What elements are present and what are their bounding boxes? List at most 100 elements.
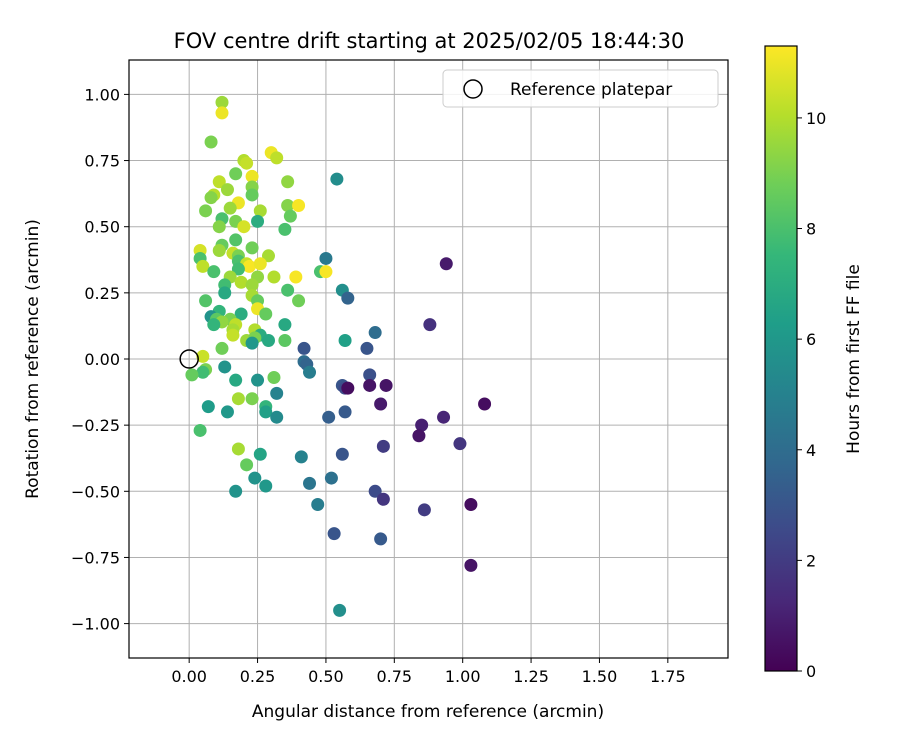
data-point: [289, 270, 303, 284]
data-point: [319, 265, 333, 279]
data-point: [201, 400, 215, 414]
data-point: [218, 286, 232, 300]
data-point: [234, 275, 248, 289]
y-axis-label: Rotation from reference (arcmin): [23, 219, 43, 499]
data-point: [368, 484, 382, 498]
x-tick-label: 0.50: [308, 667, 344, 686]
colorbar-gradient: [765, 46, 797, 671]
y-tick-label: 0.75: [84, 152, 120, 171]
data-point: [215, 341, 229, 355]
data-point: [379, 378, 393, 392]
data-point: [376, 439, 390, 453]
data-point: [278, 222, 292, 236]
data-point: [240, 156, 254, 170]
data-point: [231, 262, 245, 276]
data-point: [281, 283, 295, 297]
data-point: [319, 251, 333, 265]
data-point: [245, 169, 259, 183]
data-point: [193, 423, 207, 437]
data-point: [204, 191, 218, 205]
data-point: [453, 437, 467, 451]
y-tick-label: −0.25: [71, 416, 120, 435]
data-point: [368, 326, 382, 340]
colorbar-tick-label: 4: [806, 441, 816, 460]
reference-platepar-marker: [179, 349, 199, 369]
legend-entry-reference-platepar: Reference platepar: [510, 80, 672, 100]
y-tick-label: −0.75: [71, 548, 120, 567]
data-point: [251, 214, 265, 228]
data-points: [185, 95, 492, 617]
data-point: [215, 95, 229, 109]
data-point: [341, 381, 355, 395]
data-point: [218, 360, 232, 374]
y-tick-label: −0.50: [71, 482, 120, 501]
colorbar: 0 2 4 6 8 10 Hours from first FF file: [764, 45, 864, 681]
colorbar-tick-label: 10: [806, 109, 826, 128]
data-point: [292, 199, 306, 213]
data-point: [212, 220, 226, 234]
data-point: [281, 175, 295, 189]
data-point: [245, 278, 259, 292]
data-point: [215, 106, 229, 120]
data-point: [229, 233, 243, 247]
data-point: [223, 201, 237, 215]
data-point: [245, 241, 259, 255]
data-point: [220, 183, 234, 197]
data-point: [322, 410, 336, 424]
data-point: [360, 341, 374, 355]
data-point: [363, 368, 377, 382]
legend-marker-icon: [463, 79, 483, 99]
data-point: [327, 527, 341, 541]
data-point: [261, 333, 275, 347]
data-point: [199, 204, 213, 218]
data-point: [376, 492, 390, 506]
colorbar-frame: [764, 45, 798, 672]
data-point: [464, 558, 478, 572]
colorbar-tick-label: 0: [806, 662, 816, 681]
data-point: [259, 307, 273, 321]
data-point: [303, 365, 317, 379]
data-point: [253, 447, 267, 461]
colorbar-tick-label: 6: [806, 330, 816, 349]
x-tick-label: 1.25: [513, 667, 549, 686]
x-axis-label: Angular distance from reference (arcmin): [252, 702, 604, 722]
data-point: [303, 476, 317, 490]
y-tick-label: 0.25: [84, 284, 120, 303]
data-point: [464, 498, 478, 512]
x-tick-label: 1.75: [650, 667, 686, 686]
y-tick-label: 0.00: [84, 350, 120, 369]
data-point: [199, 294, 213, 308]
data-point: [341, 291, 355, 305]
data-point: [439, 257, 453, 271]
data-point: [363, 378, 377, 392]
data-point: [253, 204, 267, 218]
plot-area: [128, 59, 729, 659]
data-point: [196, 259, 210, 273]
x-axis-ticks: 0.00 0.25 0.50 0.75 1.00 1.25 1.50 1.75: [171, 658, 686, 686]
data-point: [253, 257, 267, 271]
data-point: [196, 349, 210, 363]
data-point: [240, 458, 254, 472]
data-point: [212, 175, 226, 189]
data-point: [311, 498, 325, 512]
data-point: [229, 167, 243, 181]
data-point: [207, 318, 221, 332]
data-point: [237, 220, 251, 234]
legend: Reference platepar: [442, 69, 719, 108]
data-point: [423, 318, 437, 332]
data-point: [229, 484, 243, 498]
data-point: [478, 397, 492, 411]
data-point: [330, 172, 344, 186]
data-point: [248, 471, 262, 485]
data-point: [374, 397, 388, 411]
data-point: [417, 503, 431, 517]
data-point: [207, 265, 221, 279]
data-point: [259, 405, 273, 419]
chart-title: FOV centre drift starting at 2025/02/05 …: [174, 29, 685, 53]
data-point: [278, 333, 292, 347]
data-point: [245, 336, 259, 350]
data-point: [297, 341, 311, 355]
y-tick-label: 1.00: [84, 85, 120, 104]
data-point: [270, 151, 284, 165]
